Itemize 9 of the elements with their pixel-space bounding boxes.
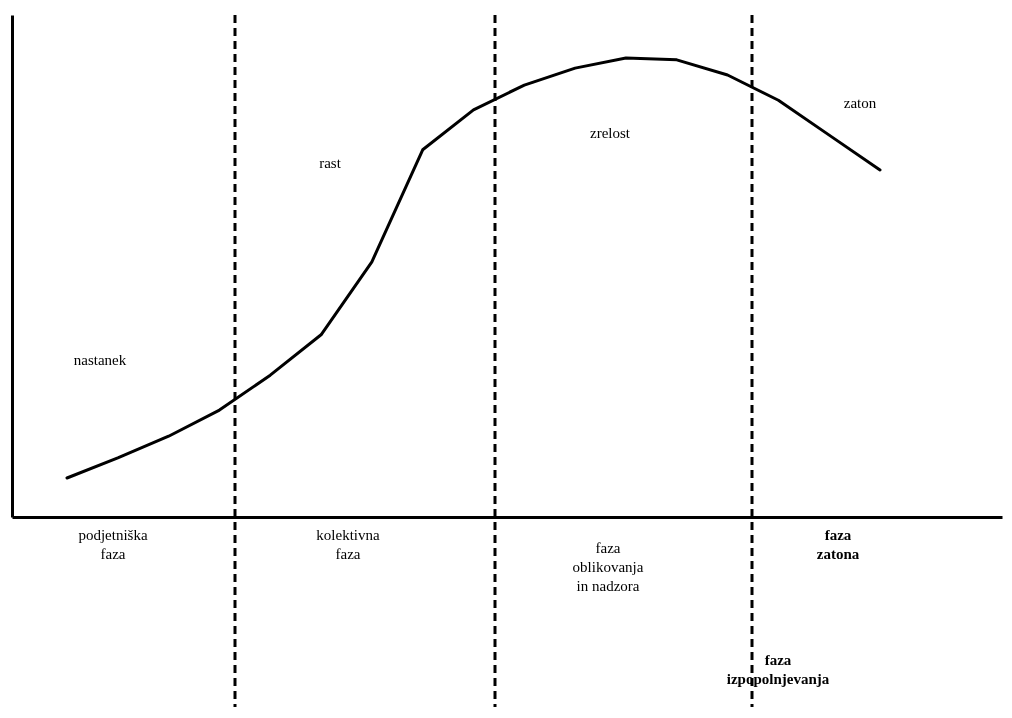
text: faza zatona [816,527,860,562]
annotation: rast [319,155,342,171]
text: faza oblikovanja in nadzora [572,540,644,594]
annotation: zaton [843,95,877,111]
text: podjetniška faza [78,527,148,562]
text: kolektivna faza [316,527,380,562]
annotation: nastanek [73,352,127,368]
text: faza izpopolnjevanja [726,652,830,687]
annotation: zrelost [590,125,631,141]
